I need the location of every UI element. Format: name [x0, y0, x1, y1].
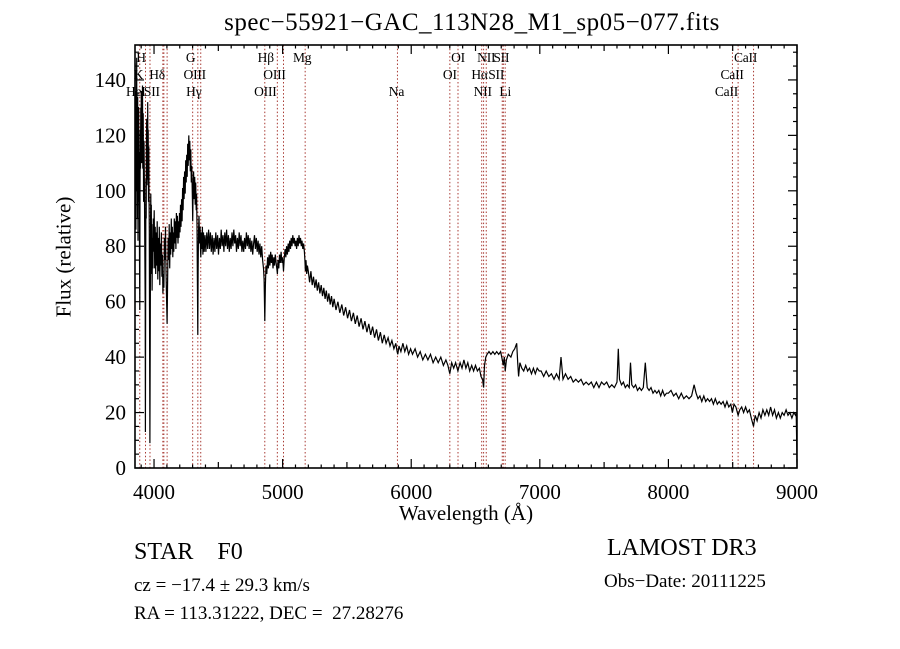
spectral-line-labels: HeI KH SII Hδ G Hγ OIII Hβ OIII OIII Mg Na OI OI NII Hα… — [126, 50, 758, 99]
svg-text:OI: OI — [451, 50, 466, 65]
svg-text:80: 80 — [105, 234, 126, 258]
svg-text:CaII: CaII — [715, 84, 739, 99]
plot-title: spec−55921−GAC_113N28_M1_sp05−077.fits — [224, 9, 720, 36]
spectrum-curve — [135, 57, 797, 463]
svg-text:OIII: OIII — [263, 67, 286, 82]
svg-text:SII: SII — [144, 84, 161, 99]
svg-text:100: 100 — [95, 179, 127, 203]
svg-text:CaII: CaII — [721, 67, 745, 82]
svg-text:60: 60 — [105, 290, 126, 314]
classification-text: STAR F0 — [134, 539, 243, 565]
svg-text:6000: 6000 — [390, 480, 432, 504]
survey-name-text: LAMOST DR3 — [607, 535, 757, 561]
svg-text:Hβ: Hβ — [258, 50, 275, 65]
svg-text:40: 40 — [105, 345, 126, 369]
svg-text:9000: 9000 — [776, 480, 818, 504]
x-tick-labels: 4000 5000 6000 7000 8000 9000 — [133, 480, 818, 504]
svg-text:HeI: HeI — [126, 84, 146, 99]
svg-text:Hα: Hα — [471, 67, 488, 82]
svg-text:140: 140 — [95, 68, 127, 92]
y-tick-labels: 0 20 40 60 80 100 120 140 — [95, 68, 127, 480]
svg-text:20: 20 — [105, 401, 126, 425]
cz-velocity-text: cz = −17.4 ± 29.3 km/s — [134, 575, 310, 596]
x-axis-label: Wavelength (Å) — [398, 501, 534, 525]
svg-text:7000: 7000 — [519, 480, 561, 504]
svg-text:8000: 8000 — [647, 480, 689, 504]
svg-text:SII: SII — [493, 50, 510, 65]
svg-text:NII: NII — [474, 84, 493, 99]
svg-text:NII: NII — [477, 50, 496, 65]
spectral-line-markers — [139, 45, 755, 468]
svg-text:OIII: OIII — [184, 67, 207, 82]
svg-text:0: 0 — [116, 456, 127, 480]
svg-text:120: 120 — [95, 123, 127, 147]
svg-text:Hδ: Hδ — [149, 67, 165, 82]
plot-frame — [134, 44, 798, 469]
obs-date-text: Obs−Date: 20111225 — [604, 571, 766, 592]
svg-text:SII: SII — [488, 67, 505, 82]
svg-text:Li: Li — [499, 84, 511, 99]
svg-text:K: K — [134, 67, 144, 82]
svg-text:H: H — [136, 50, 146, 65]
y-axis-label: Flux (relative) — [51, 196, 76, 318]
svg-text:Na: Na — [389, 84, 405, 99]
svg-text:4000: 4000 — [133, 480, 175, 504]
svg-text:CaII: CaII — [734, 50, 758, 65]
svg-text:OIII: OIII — [254, 84, 277, 99]
svg-text:Hγ: Hγ — [186, 84, 202, 99]
svg-text:G: G — [186, 50, 196, 65]
svg-text:Mg: Mg — [293, 50, 312, 65]
svg-text:5000: 5000 — [262, 480, 304, 504]
axis-ticks — [135, 45, 798, 469]
ra-dec-text: RA = 113.31222, DEC = 27.28276 — [134, 603, 404, 624]
svg-text:OI: OI — [443, 67, 458, 82]
